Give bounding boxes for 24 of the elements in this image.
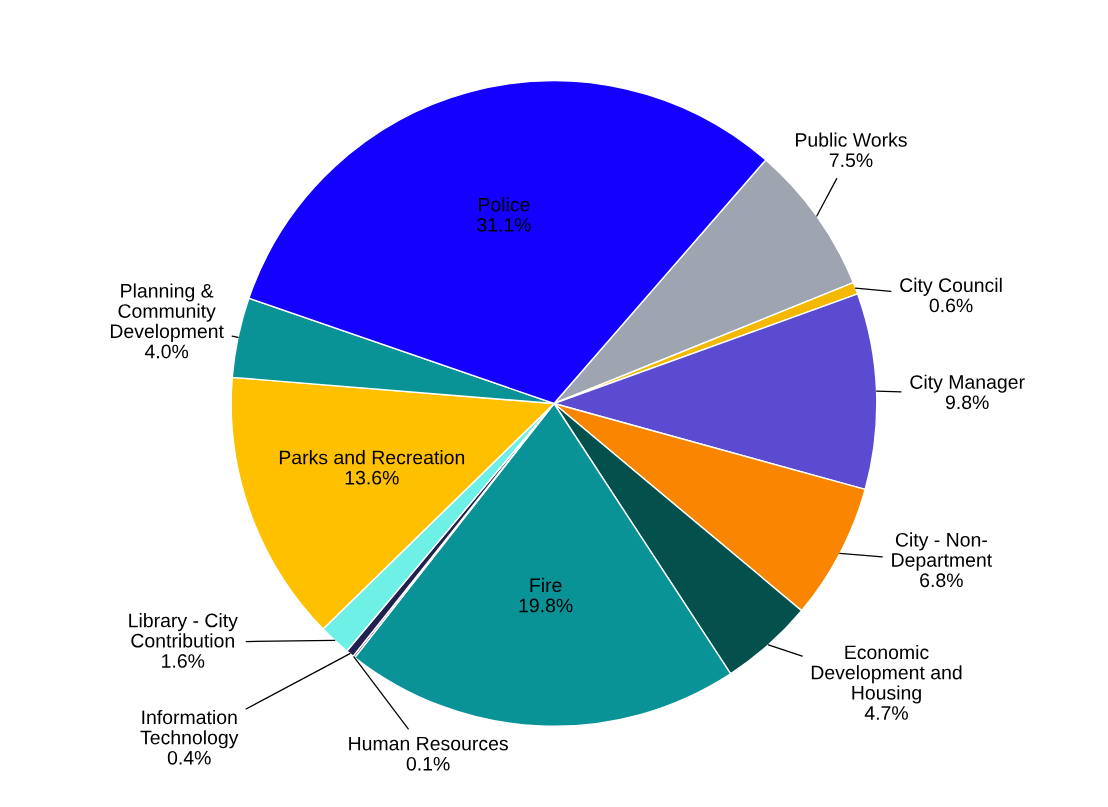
slice-label: City Manager	[910, 374, 1025, 393]
slice-label: City Council	[900, 277, 1002, 296]
data-label: 13.6%	[345, 470, 399, 485]
slice-label: Police	[479, 197, 530, 212]
data-label: 9.8%	[945, 395, 989, 410]
slice-label: City - Non- Department	[892, 532, 993, 571]
data-label: 4.7%	[864, 706, 908, 720]
slice-label: Library - City Contribution	[129, 613, 238, 648]
data-label: 0.6%	[929, 298, 973, 313]
slice-label: Parks and Recreation	[279, 450, 465, 465]
data-label: 7.5%	[829, 153, 873, 168]
slice-label: Public Works	[796, 132, 907, 147]
slice-label: Information Technology	[140, 709, 239, 749]
data-label: 4.0%	[144, 344, 189, 359]
data-label: 0.1%	[406, 756, 450, 771]
data-label: 31.1%	[477, 217, 531, 232]
data-label: 6.8%	[920, 573, 963, 588]
data-label: 0.4%	[167, 750, 211, 765]
slice-label: Planning & Community Development	[110, 283, 224, 342]
slice-label: Economic Development and Housing	[811, 644, 962, 704]
slice-label: Fire	[530, 577, 562, 593]
data-label: 1.6%	[162, 654, 205, 668]
slice-label: Human Resources	[349, 736, 508, 751]
data-label: 19.8%	[519, 598, 573, 613]
